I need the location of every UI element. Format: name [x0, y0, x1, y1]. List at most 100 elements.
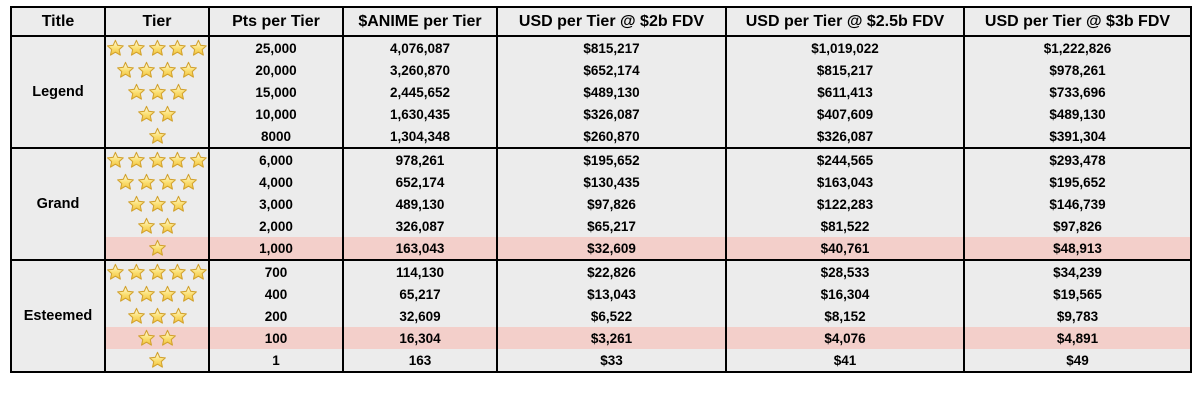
star-icon [179, 285, 198, 303]
star-icon [137, 173, 156, 191]
star-icon [169, 195, 188, 213]
usd-2b-cell: $6,522 [496, 305, 726, 327]
anime-cell: 326,087 [342, 215, 497, 237]
star-icon [106, 151, 125, 169]
col-header-usd-2b: USD per Tier @ $2b FDV [496, 7, 726, 37]
table-row: 2,000 326,087 $65,217 $81,522 $97,826 [11, 215, 1191, 237]
col-header-tier: Tier [104, 7, 209, 37]
usd-2-5b-cell: $81,522 [725, 215, 964, 237]
anime-cell: 978,261 [342, 147, 497, 171]
anime-cell: 4,076,087 [342, 35, 497, 59]
anime-cell: 2,445,652 [342, 81, 497, 103]
usd-3b-cell: $195,652 [963, 171, 1191, 193]
star-icon [127, 39, 146, 57]
pts-cell: 3,000 [208, 193, 343, 215]
star-icon [168, 39, 187, 57]
anime-cell: 1,630,435 [342, 103, 497, 125]
star-icon [158, 285, 177, 303]
group-title-cell: Esteemed [10, 259, 105, 372]
usd-2-5b-cell: $1,019,022 [725, 35, 964, 59]
table-row: 4,000 652,174 $130,435 $163,043 $195,652 [11, 171, 1191, 193]
col-header-anime: $ANIME per Tier [342, 7, 497, 37]
tier-stars-cell [104, 81, 209, 103]
anime-cell: 16,304 [342, 327, 497, 349]
star-icon [127, 195, 146, 213]
star-icon [189, 151, 208, 169]
usd-2b-cell: $195,652 [496, 147, 726, 171]
star-icon [158, 61, 177, 79]
tier-stars-cell [104, 171, 209, 193]
pts-cell: 1,000 [208, 237, 343, 260]
usd-2b-cell: $22,826 [496, 259, 726, 283]
pts-cell: 25,000 [208, 35, 343, 59]
col-header-usd-2-5b: USD per Tier @ $2.5b FDV [725, 7, 964, 37]
anime-cell: 163 [342, 349, 497, 372]
star-icon [158, 329, 177, 347]
group-title-cell: Legend [10, 35, 105, 148]
anime-cell: 65,217 [342, 283, 497, 305]
pts-cell: 700 [208, 259, 343, 283]
table-row: Grand 6,000 978,261 $195,652 $244,565 $293,47… [10, 147, 1191, 260]
star-icon [158, 173, 177, 191]
star-icon [106, 263, 125, 281]
tier-stars-cell [104, 283, 209, 305]
table-row: 400 65,217 $13,043 $16,304 $19,565 [11, 283, 1191, 305]
usd-2-5b-cell: $8,152 [725, 305, 964, 327]
usd-3b-cell: $19,565 [963, 283, 1191, 305]
usd-2b-cell: $652,174 [496, 59, 726, 81]
star-icon [158, 217, 177, 235]
usd-3b-cell: $293,478 [963, 147, 1191, 171]
tier-stars-cell [104, 259, 209, 283]
star-rating [106, 61, 208, 79]
star-icon [148, 195, 167, 213]
usd-2b-cell: $32,609 [496, 237, 726, 260]
table-row: 8000 1,304,348 $260,870 $326,087 $391,304 [11, 125, 1191, 148]
star-icon [116, 285, 135, 303]
table-row: 20,000 3,260,870 $652,174 $815,217 $978,261 [11, 59, 1191, 81]
star-rating [106, 307, 208, 325]
usd-2b-cell: $815,217 [496, 35, 726, 59]
pts-cell: 15,000 [208, 81, 343, 103]
star-icon [137, 105, 156, 123]
star-icon [148, 151, 167, 169]
star-icon [168, 263, 187, 281]
pts-cell: 400 [208, 283, 343, 305]
usd-2b-cell: $13,043 [496, 283, 726, 305]
anime-cell: 1,304,348 [342, 125, 497, 148]
tier-stars-cell [104, 237, 209, 260]
pts-cell: 10,000 [208, 103, 343, 125]
pts-cell: 6,000 [208, 147, 343, 171]
tier-stars-cell [104, 35, 209, 59]
usd-3b-cell: $1,222,826 [963, 35, 1191, 59]
table-row: 200 32,609 $6,522 $8,152 $9,783 [11, 305, 1191, 327]
usd-2-5b-cell: $41 [725, 349, 964, 372]
tier-stars-cell [104, 59, 209, 81]
star-rating [106, 105, 208, 123]
pts-cell: 20,000 [208, 59, 343, 81]
usd-2b-cell: $3,261 [496, 327, 726, 349]
star-icon [148, 351, 167, 369]
anime-cell: 32,609 [342, 305, 497, 327]
tier-stars-cell [104, 215, 209, 237]
usd-2-5b-cell: $4,076 [725, 327, 964, 349]
star-rating [106, 329, 208, 347]
pts-cell: 2,000 [208, 215, 343, 237]
star-icon [169, 307, 188, 325]
usd-2b-cell: $97,826 [496, 193, 726, 215]
usd-3b-cell: $391,304 [963, 125, 1191, 148]
col-header-title: Title [10, 7, 105, 37]
usd-2-5b-cell: $407,609 [725, 103, 964, 125]
star-icon [137, 61, 156, 79]
usd-3b-cell: $48,913 [963, 237, 1191, 260]
tier-stars-cell [104, 193, 209, 215]
usd-2b-cell: $65,217 [496, 215, 726, 237]
star-icon [106, 39, 125, 57]
star-icon [189, 39, 208, 57]
usd-3b-cell: $97,826 [963, 215, 1191, 237]
usd-2-5b-cell: $40,761 [725, 237, 964, 260]
table-row: 10,000 1,630,435 $326,087 $407,609 $489,130 [11, 103, 1191, 125]
tier-stars-cell [104, 349, 209, 372]
usd-2-5b-cell: $28,533 [725, 259, 964, 283]
star-icon [127, 307, 146, 325]
star-rating [106, 173, 208, 191]
